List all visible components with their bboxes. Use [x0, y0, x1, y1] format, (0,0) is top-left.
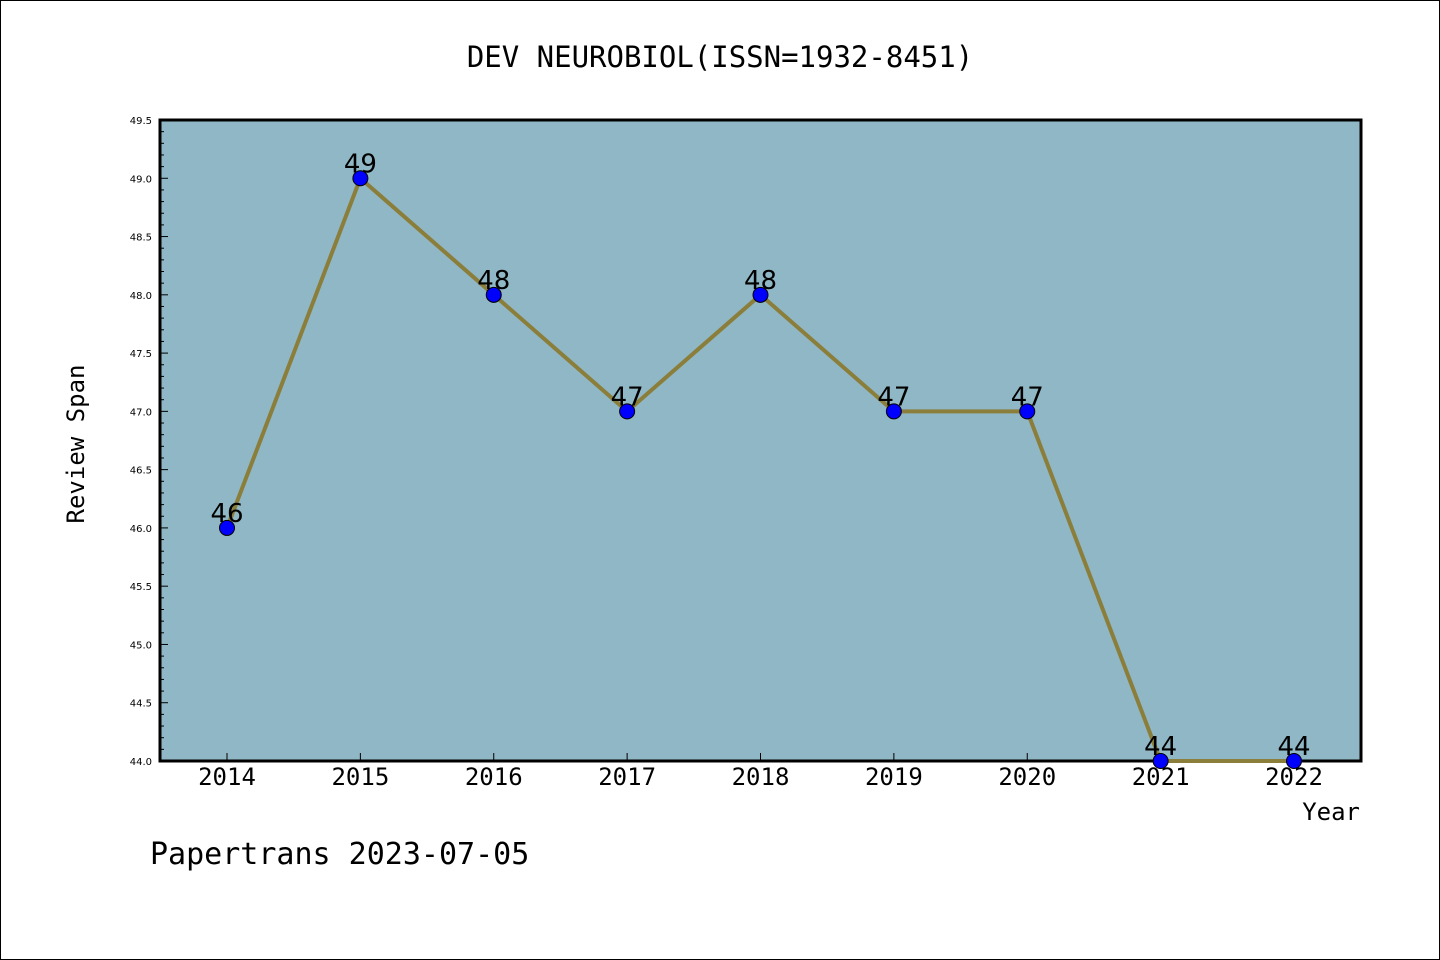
series-markers [219, 170, 1302, 769]
y-tick-label: 48.0 [130, 291, 152, 302]
y-tick-label: 44.0 [130, 757, 152, 768]
data-label: 47 [877, 382, 910, 412]
data-label: 47 [611, 382, 644, 412]
watermark-text: Papertrans 2023-07-05 [150, 837, 529, 872]
data-point [219, 519, 235, 536]
x-tick-label: 2018 [732, 763, 790, 791]
y-tick-label: 45.0 [130, 640, 152, 651]
data-point [619, 403, 636, 420]
data-label: 49 [344, 149, 377, 179]
data-label: 48 [744, 266, 777, 296]
y-axis: 44.0 44.5 45.0 45.5 46.0 46.5 47.0 47.5 48.0 48.5… [130, 116, 168, 768]
data-point [1152, 753, 1169, 769]
x-tick-label: 2020 [998, 763, 1056, 791]
data-point [485, 286, 502, 303]
y-tick-label: 49.0 [130, 174, 152, 185]
y-tick-label: 48.5 [130, 233, 152, 244]
data-label: 47 [1011, 382, 1044, 412]
x-tick-label: 2014 [198, 763, 256, 791]
plot-area [158, 118, 1363, 763]
data-label: 48 [477, 266, 510, 296]
y-axis-label: Review Span [62, 365, 90, 524]
data-point [1019, 403, 1036, 420]
x-axis: 2014 2015 2016 2017 2018 2019 2020 2021 2022 [198, 753, 1323, 791]
x-tick-label: 2019 [865, 763, 923, 791]
y-tick-label: 49.5 [130, 116, 152, 127]
data-label: 44 [1277, 732, 1310, 762]
y-tick-label: 44.5 [130, 699, 152, 710]
y-tick-label: 47.5 [130, 349, 152, 360]
x-tick-label: 2016 [465, 763, 523, 791]
data-labels: 46 49 48 47 48 47 47 44 44 [210, 149, 1310, 762]
x-axis-label: Year [1302, 798, 1360, 826]
data-label: 44 [1144, 732, 1177, 762]
data-point [752, 286, 769, 303]
data-point [1286, 753, 1302, 769]
data-point [352, 170, 369, 187]
data-point [885, 403, 902, 420]
chart-title: DEV NEUROBIOL(ISSN=1932-8451) [467, 40, 973, 74]
x-tick-label: 2015 [331, 763, 389, 791]
data-label: 46 [210, 499, 243, 529]
y-tick-label: 45.5 [130, 582, 152, 593]
y-tick-label: 46.5 [130, 466, 152, 477]
y-tick-label: 46.0 [130, 524, 152, 535]
y-tick-label: 47.0 [130, 407, 152, 418]
x-tick-label: 2017 [598, 763, 656, 791]
